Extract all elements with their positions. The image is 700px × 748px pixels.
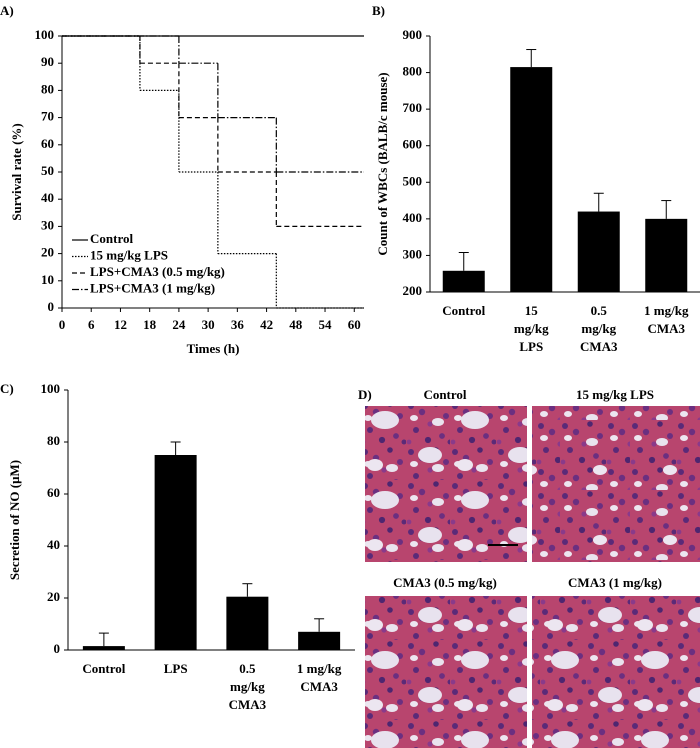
bar <box>577 211 620 292</box>
bar <box>154 455 197 650</box>
x-tick-label: LPS <box>164 661 188 676</box>
y-tick-label: 30 <box>41 217 54 232</box>
legend-label: Control <box>90 231 133 246</box>
y-tick-label: 800 <box>403 64 423 79</box>
x-tick-label-line: 15 <box>525 303 539 318</box>
y-tick-label: 40 <box>47 537 60 552</box>
y-axis-label: Count of WBCs (BALB/c mouse) <box>375 72 390 255</box>
image-title: CMA3 (1 mg/kg) <box>568 575 662 590</box>
y-tick-label: 300 <box>403 246 423 261</box>
x-tick-label: 60 <box>348 317 361 332</box>
histology-image <box>365 406 527 562</box>
y-tick-label: 0 <box>54 641 61 656</box>
y-axis-label: Survival rate (%) <box>9 123 24 220</box>
x-tick-label: 48 <box>289 317 303 332</box>
image-title: 15 mg/kg LPS <box>576 387 654 402</box>
y-tick-label: 200 <box>403 283 423 298</box>
y-tick-label: 20 <box>41 245 54 260</box>
y-tick-label: 100 <box>35 27 55 42</box>
y-axis-label: Secretion of NO (μM) <box>7 460 22 580</box>
y-tick-label: 90 <box>41 54 54 69</box>
legend-label: LPS+CMA3 (1 mg/kg) <box>90 280 215 295</box>
y-tick-label: 40 <box>41 190 54 205</box>
x-tick-label-line: mg/kg <box>230 679 265 694</box>
x-tick-label: 0.5 mg/kg CMA3 <box>229 661 267 712</box>
y-tick-label: 10 <box>41 272 54 287</box>
y-tick-label: 0 <box>48 299 55 314</box>
x-tick-label-line: CMA3 <box>647 321 685 336</box>
x-tick-label: 0.5 mg/kg CMA3 <box>580 303 618 354</box>
panel-label: A) <box>0 3 14 18</box>
x-tick-label: 54 <box>319 317 333 332</box>
y-tick-label: 60 <box>47 485 60 500</box>
panel-label: D) <box>358 387 372 402</box>
x-tick-label: 1 mg/kg CMA3 <box>297 661 342 694</box>
x-tick-label-line: CMA3 <box>300 679 338 694</box>
x-tick-label: 6 <box>88 317 95 332</box>
legend-label: 15 mg/kg LPS <box>90 247 168 262</box>
y-tick-label: 400 <box>403 210 423 225</box>
y-tick-label: 100 <box>41 381 61 396</box>
x-tick-label-line: 1 mg/kg <box>297 661 342 676</box>
x-tick-label: Control <box>442 303 485 318</box>
y-tick-label: 20 <box>47 589 60 604</box>
image-title: Control <box>423 387 466 402</box>
y-tick-label: 50 <box>41 163 54 178</box>
y-tick-label: 60 <box>41 136 54 151</box>
x-tick-label-line: 1 mg/kg <box>644 303 689 318</box>
y-tick-label: 500 <box>403 173 423 188</box>
x-tick-label-line: mg/kg <box>581 321 616 336</box>
bar <box>82 646 125 650</box>
x-tick-label: 42 <box>260 317 273 332</box>
x-axis-label: Times (h) <box>187 341 240 356</box>
x-tick-label: Control <box>82 661 125 676</box>
y-tick-label: 70 <box>41 109 54 124</box>
bar <box>226 596 269 650</box>
x-tick-label-line: Control <box>442 303 485 318</box>
y-tick-label: 600 <box>403 137 423 152</box>
x-tick-label: 30 <box>202 317 215 332</box>
bar <box>645 218 688 292</box>
histology-image <box>532 596 700 748</box>
y-tick-label: 80 <box>47 433 60 448</box>
y-tick-label: 700 <box>403 100 423 115</box>
x-tick-label-line: CMA3 <box>229 697 267 712</box>
x-tick-label: 24 <box>172 317 186 332</box>
x-tick-label-line: LPS <box>519 339 543 354</box>
x-tick-label-line: 0.5 <box>239 661 256 676</box>
x-tick-label: 18 <box>143 317 157 332</box>
image-title: CMA3 (0.5 mg/kg) <box>393 575 497 590</box>
y-tick-label: 900 <box>403 27 423 42</box>
histology-image <box>532 406 700 562</box>
legend-label: LPS+CMA3 (0.5 mg/kg) <box>90 264 225 279</box>
x-tick-label-line: LPS <box>164 661 188 676</box>
y-tick-label: 80 <box>41 81 54 96</box>
x-tick-label: 15 mg/kg LPS <box>514 303 549 354</box>
x-tick-label-line: mg/kg <box>514 321 549 336</box>
bar <box>510 67 553 292</box>
bar <box>442 270 485 292</box>
bar <box>298 631 341 650</box>
panel-label: B) <box>372 3 385 18</box>
x-tick-label: 0 <box>59 317 66 332</box>
x-tick-label-line: 0.5 <box>591 303 608 318</box>
x-tick-label-line: Control <box>82 661 125 676</box>
x-tick-label: 12 <box>114 317 127 332</box>
x-tick-label: 36 <box>231 317 245 332</box>
panel-label: C) <box>0 381 14 396</box>
x-tick-label: 1 mg/kg CMA3 <box>644 303 689 336</box>
histology-image <box>365 596 527 748</box>
x-tick-label-line: CMA3 <box>580 339 618 354</box>
